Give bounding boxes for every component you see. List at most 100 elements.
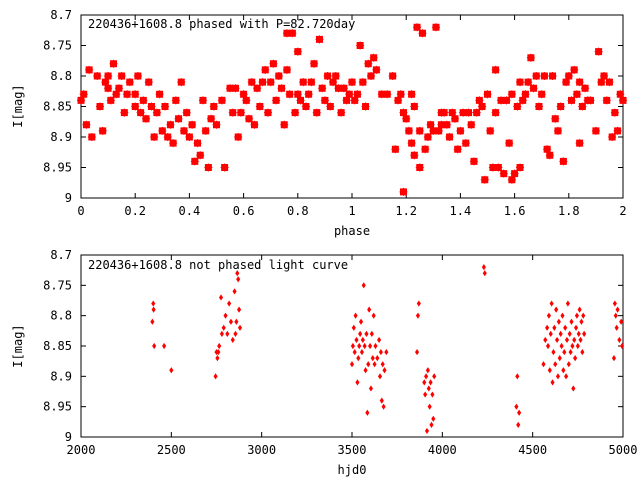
phased-data-point [131,102,140,111]
phased-data-point [540,72,549,80]
phased-data-point [507,90,516,99]
phased-data-point [600,72,609,80]
phased-y-tick-label: 9 [65,191,72,205]
phased-data-point [79,90,88,99]
unphased-data-point [558,330,563,337]
unphased-y-tick-label: 8.7 [50,248,72,262]
phased-data-point [534,102,543,111]
phased-data-point [567,96,576,105]
phased-data-point [551,114,560,123]
phased-data-point [269,59,278,68]
unphased-data-point [356,355,361,362]
phased-data-point [361,102,370,111]
unphased-data-point [228,318,234,325]
phased-data-point [450,114,459,123]
phased-data-point [315,35,324,44]
phased-data-point [296,96,305,105]
unphased-data-point [354,336,359,344]
unphased-data-point [426,385,431,392]
unphased-x-tick-label: 3500 [338,443,367,457]
phased-data-point [109,59,118,68]
phased-x-tick-label: 2 [619,204,626,218]
phased-x-tick-label: 0.8 [287,204,309,218]
phased-data-point [467,120,476,129]
unphased-data-point [566,361,571,368]
phased-data-point [190,157,199,166]
phased-data-point [383,90,392,99]
unphased-data-point [553,361,558,368]
unphased-data-point [234,318,239,325]
unphased-data-point [559,342,564,350]
phased-data-point [369,53,378,62]
unphased-data-point [364,330,369,337]
unphased-data-point [233,330,238,337]
phased-data-point [358,78,367,87]
unphased-data-point [578,336,583,344]
phased-data-point [548,72,557,80]
phased-data-point [112,90,121,99]
unphased-data-point [236,276,241,283]
phased-data-point [171,96,180,105]
unphased-data-point [573,355,578,362]
unphased-data-point [377,373,383,380]
phased-data-point [480,175,489,184]
unphased-data-point [375,355,380,362]
phased-x-tick-label: 1.4 [450,204,472,218]
phased-data-point [399,187,408,196]
phased-data-point [169,139,178,148]
unphased-data-point [216,348,221,356]
unphased-data-point [213,373,218,380]
phased-data-point [82,120,91,129]
unphased-x-tick-label: 2500 [157,443,186,457]
unphased-data-point [357,342,362,350]
unphased-data-point [574,312,579,319]
phased-data-point [348,78,356,87]
phased-data-point [207,114,216,123]
phased-y-tick-label: 8.85 [43,100,72,114]
unphased-data-point [570,342,575,350]
unphased-data-point [575,342,580,350]
unphased-data-point [619,318,624,325]
phased-x-tick-label: 1.8 [558,204,580,218]
phased-data-point [366,72,375,80]
phased-data-point [453,145,462,154]
phased-data-point [95,102,104,111]
phased-data-point [537,90,546,99]
phased-data-point [597,78,606,87]
unphased-y-tick-label: 8.9 [50,369,72,383]
phased-data-point [591,126,600,135]
unphased-data-point [381,403,386,410]
phased-data-point [399,108,408,117]
unphased-data-point [162,342,167,350]
unphased-data-point [358,318,364,325]
unphased-data-point [382,367,387,374]
phased-data-point [161,102,170,111]
phased-data-point [201,126,210,135]
unphased-data-point [230,336,235,344]
phased-data-point [231,84,240,93]
unphased-x-tick-label: 4500 [518,443,547,457]
phased-x-tick-label: 0 [77,204,84,218]
phased-data-point [179,126,188,135]
unphased-data-point [422,379,427,386]
unphased-data-point [620,342,625,350]
phased-data-point [413,23,422,32]
phased-data-point [236,108,245,117]
phased-data-point [575,139,584,148]
phased-data-point [494,163,503,172]
unphased-data-point [351,324,356,331]
phased-data-point [516,78,525,87]
unphased-data-point [550,379,555,386]
unphased-data-point [612,300,617,307]
phased-y-tick-label: 8.7 [50,8,72,22]
unphased-data-point [569,318,574,325]
unphased-data-point [379,397,384,404]
phased-data-point [478,102,487,111]
phased-data-point [155,90,164,99]
unphased-data-point [378,348,383,356]
phased-data-point [404,126,413,135]
phased-data-point [602,96,611,105]
phased-data-point [318,84,327,93]
unphased-data-point [152,342,157,350]
